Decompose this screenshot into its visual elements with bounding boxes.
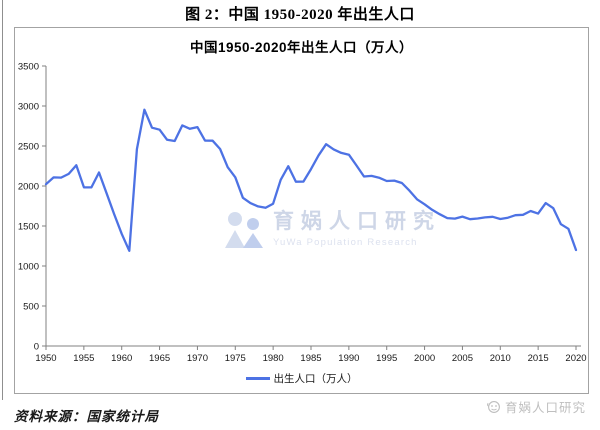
- svg-text:1965: 1965: [149, 353, 170, 364]
- corner-watermark-text: 育娲人口研究: [504, 401, 586, 415]
- figure-title: 图 2：中国 1950-2020 年出生人口: [185, 7, 415, 23]
- svg-text:1995: 1995: [376, 353, 397, 364]
- svg-text:3000: 3000: [18, 102, 39, 113]
- svg-text:1970: 1970: [187, 353, 208, 364]
- svg-text:1500: 1500: [18, 222, 39, 233]
- svg-text:1975: 1975: [225, 353, 246, 364]
- watermark-en-text: YuWa Population Research: [273, 237, 418, 248]
- chart-title: 中国1950-2020年出生人口（万人）: [189, 40, 414, 55]
- center-watermark: 育娲人口研究 YuWa Population Research: [223, 210, 441, 248]
- watermark-people-logo-icon: [225, 212, 263, 248]
- svg-text:2500: 2500: [18, 142, 39, 153]
- source-note: 资料来源：国家统计局: [14, 409, 159, 424]
- svg-text:1990: 1990: [338, 353, 359, 364]
- legend-label: 出生人口（万人）: [273, 373, 358, 385]
- svg-text:1000: 1000: [18, 262, 39, 273]
- legend-line-swatch: [245, 377, 270, 380]
- svg-text:2000: 2000: [414, 353, 435, 364]
- svg-text:1980: 1980: [263, 353, 284, 364]
- svg-text:1985: 1985: [300, 353, 321, 364]
- corner-watermark: 育娲人口研究: [487, 397, 586, 416]
- chart-container: 中国1950-2020年出生人口（万人） 育娲人口研究 YuWa Populat…: [14, 27, 589, 394]
- svg-text:2010: 2010: [490, 353, 511, 364]
- page-edge-line: [2, 0, 3, 400]
- svg-text:2000: 2000: [18, 182, 39, 193]
- svg-text:0: 0: [34, 342, 39, 353]
- watermark-cn-text: 育娲人口研究: [273, 210, 441, 233]
- chart-legend: 出生人口（万人）: [15, 371, 588, 386]
- svg-text:2015: 2015: [528, 353, 549, 364]
- svg-text:500: 500: [23, 302, 39, 313]
- svg-text:1960: 1960: [111, 353, 132, 364]
- svg-text:2005: 2005: [452, 353, 473, 364]
- watermark-face-icon: [487, 400, 500, 413]
- svg-text:1950: 1950: [35, 353, 56, 364]
- svg-text:3500: 3500: [18, 62, 39, 73]
- svg-text:2020: 2020: [565, 353, 586, 364]
- line-chart: 0 500 1000 1500 2000 2500 3000 3500 1950 1955 1960…: [18, 62, 587, 365]
- watermark-text: 育娲人口研究 YuWa Population Research: [273, 210, 441, 248]
- svg-text:1955: 1955: [73, 353, 94, 364]
